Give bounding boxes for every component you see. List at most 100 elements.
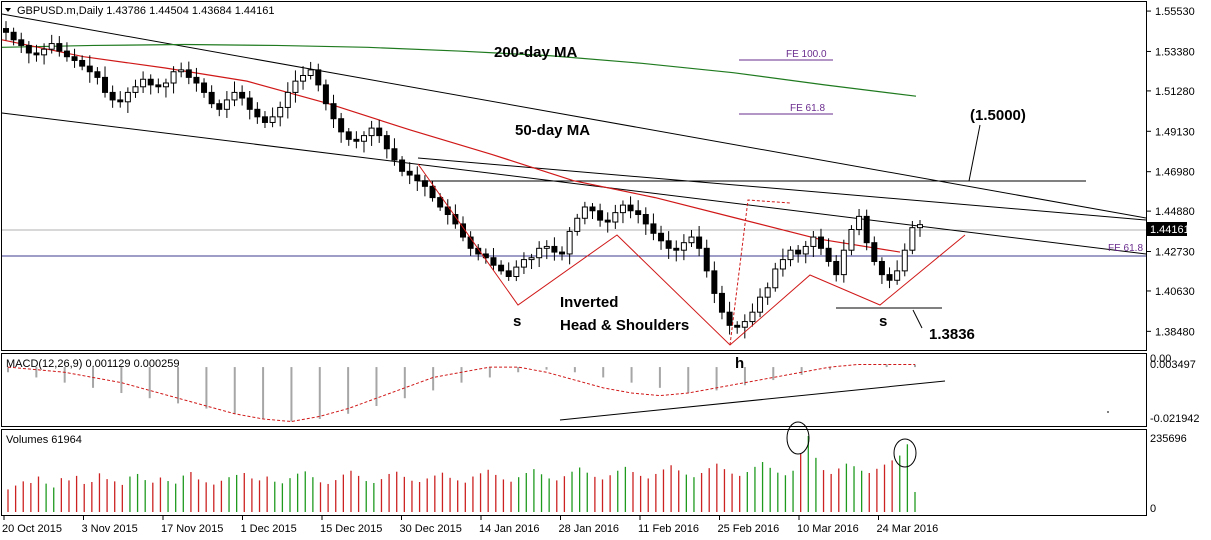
candle-body	[292, 80, 299, 93]
candle-body	[528, 257, 535, 261]
candle-body	[307, 69, 314, 77]
candle-body	[284, 91, 291, 108]
date-axis: 20 Oct 2015 3 Nov 2015 17 Nov 2015 1 Dec 20…	[2, 516, 938, 535]
dropdown-triangle-icon[interactable]	[5, 8, 11, 12]
candle-body	[201, 82, 208, 93]
candle-body	[817, 236, 824, 249]
date-tick-label: 24 Mar 2016	[877, 523, 939, 535]
macd-label: MACD(12,26,9) 0.001129 0.000259	[6, 358, 179, 370]
macd-indicator	[7, 363, 1109, 423]
candle-body	[25, 44, 32, 54]
candle-body	[269, 116, 276, 123]
candle-body	[536, 247, 543, 259]
candle-body	[376, 127, 383, 137]
candle-body	[650, 223, 657, 234]
target-pointer	[968, 124, 981, 182]
candle-body	[696, 236, 703, 249]
candle-body	[429, 185, 436, 199]
neckline	[417, 157, 1147, 221]
candle-body	[802, 245, 809, 255]
price-tick-label: 1.55530	[1155, 6, 1195, 18]
support-pointer	[912, 309, 923, 329]
ma200-label: 200-day MA	[494, 44, 578, 61]
fe618-upper-label: FE 61.8	[790, 103, 825, 114]
candle-body	[642, 214, 649, 225]
left-shoulder-label: s	[513, 313, 521, 330]
candle-body	[155, 84, 162, 88]
candle-body	[109, 91, 116, 101]
volume-label: Volumes 61964	[6, 434, 82, 446]
ma-line	[1, 43, 917, 97]
candle-body	[749, 311, 756, 323]
candle-body	[185, 69, 192, 78]
candle-body	[223, 99, 230, 110]
candles	[3, 21, 923, 339]
candle-body	[726, 311, 733, 326]
candle-body	[79, 59, 86, 67]
candle-body	[162, 82, 169, 88]
right-shoulder-label: s	[879, 313, 887, 330]
candle-body	[848, 229, 855, 251]
date-tick-label: 14 Jan 2016	[479, 523, 540, 535]
candle-body	[498, 264, 505, 272]
candle-body	[581, 206, 588, 219]
candle-body	[757, 296, 764, 313]
candle-body	[353, 138, 360, 142]
candle-body	[604, 219, 611, 223]
date-tick-label: 15 Dec 2015	[320, 523, 382, 535]
date-tick-label: 20 Oct 2015	[2, 523, 62, 535]
candle-body	[94, 71, 101, 78]
macd-axis-bottom: -0.021942	[1150, 413, 1200, 425]
candle-body	[147, 78, 154, 86]
candle-body	[239, 91, 246, 99]
candle-body	[330, 103, 337, 120]
candle-body	[437, 197, 444, 208]
macd-pane-frame	[1, 353, 1147, 427]
candle-body	[886, 274, 893, 281]
candle-body	[231, 91, 238, 101]
candle-body	[741, 321, 748, 328]
candle-body	[254, 108, 261, 118]
macd-axis-top-overlap: 0.00	[1150, 353, 1171, 365]
trend-lines	[1, 13, 1147, 329]
candle-body	[734, 324, 741, 328]
candle-body	[444, 206, 451, 216]
candle-body	[71, 56, 78, 61]
candle-body	[216, 103, 223, 110]
projection-dashed	[729, 199, 791, 346]
ma-line	[1, 39, 901, 253]
candle-body	[825, 247, 832, 262]
candle-body	[505, 270, 512, 277]
candle-body	[178, 69, 185, 73]
candle-body	[10, 31, 17, 41]
candle-body	[33, 52, 40, 56]
candle-body	[856, 215, 863, 231]
candle-body	[300, 75, 307, 82]
candle-body	[48, 43, 55, 50]
macd-axis-top: 0.003497	[1150, 359, 1196, 371]
date-tick-label: 25 Feb 2016	[718, 523, 780, 535]
candle-body	[193, 76, 200, 84]
candle-body	[86, 65, 93, 73]
price-tick-label: 1.53380	[1155, 46, 1195, 58]
volume-indicator	[7, 421, 917, 512]
candle-body	[772, 268, 779, 289]
date-tick-label: 1 Dec 2015	[241, 523, 297, 535]
candle-body	[132, 86, 139, 93]
candle-body	[63, 50, 70, 58]
volume-axis-top: 235696	[1150, 433, 1187, 445]
candle-body	[673, 247, 680, 251]
fe618-right-label: FE 61.8	[1108, 243, 1143, 254]
candle-body	[635, 210, 642, 216]
candle-body	[261, 116, 268, 123]
candle-body	[170, 71, 177, 84]
chart-header-symbol: GBPUSD.m,Daily 1.43786 1.44504 1.43684 1…	[17, 5, 275, 17]
current-price-label: 1.44161	[1150, 224, 1190, 236]
volume-highlight-circle	[893, 438, 917, 468]
candle-body	[345, 131, 352, 140]
volume-highlight-circle	[786, 421, 810, 455]
candle-body	[833, 260, 840, 276]
candle-body	[810, 236, 817, 247]
candle-body	[360, 135, 367, 142]
